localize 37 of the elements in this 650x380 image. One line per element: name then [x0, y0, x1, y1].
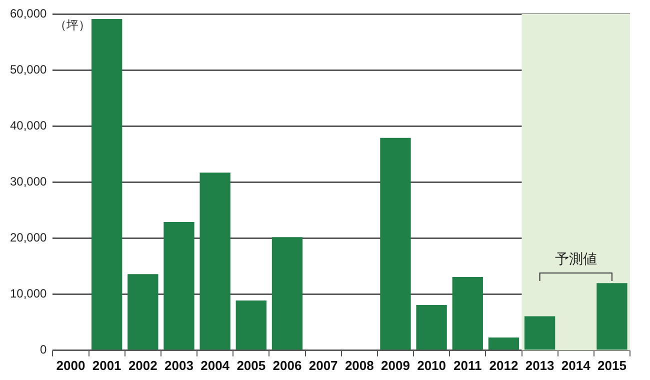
y-tick-label: 40,000 [10, 118, 48, 132]
x-tick-label: 2000 [56, 358, 86, 373]
bar [128, 274, 158, 350]
bar [236, 300, 266, 350]
y-tick-label: 0 [40, 342, 48, 357]
x-tick-label: 2005 [236, 358, 266, 373]
bar [452, 276, 483, 350]
y-tick-label: 30,000 [10, 174, 48, 189]
x-tick-label: 2007 [308, 358, 338, 373]
bar [596, 283, 628, 350]
x-tick-label: 2010 [417, 358, 446, 373]
x-tick-label: 2012 [489, 358, 518, 373]
bar [91, 19, 122, 350]
y-tick-label: 60,000 [10, 6, 48, 20]
bar [416, 304, 447, 350]
x-tick-label: 2014 [561, 358, 592, 373]
x-tick-label: 2003 [164, 358, 194, 373]
y-tick-label: 10,000 [10, 286, 48, 301]
bar [164, 222, 194, 350]
y-tick-label: 50,000 [10, 62, 48, 76]
x-tick-label: 2002 [128, 358, 158, 373]
x-tick-label: 2013 [525, 358, 554, 373]
annotation: 予測値 [554, 252, 597, 268]
x-tick-label: 2001 [92, 358, 122, 373]
x-tick-label: 2008 [344, 358, 374, 373]
y-axis-title: （坪） [54, 18, 91, 32]
bar [488, 338, 520, 350]
y-tick-label: 20,000 [10, 230, 48, 245]
x-tick-label: 2006 [272, 358, 302, 373]
x-tick-label: 2015 [598, 358, 626, 373]
bar [524, 316, 556, 350]
x-tick-label: 2004 [200, 358, 230, 373]
bar [272, 237, 303, 350]
x-tick-label: 2009 [381, 358, 410, 373]
x-tick-label: 2011 [454, 358, 482, 373]
bar [200, 172, 230, 350]
bar [380, 138, 411, 350]
